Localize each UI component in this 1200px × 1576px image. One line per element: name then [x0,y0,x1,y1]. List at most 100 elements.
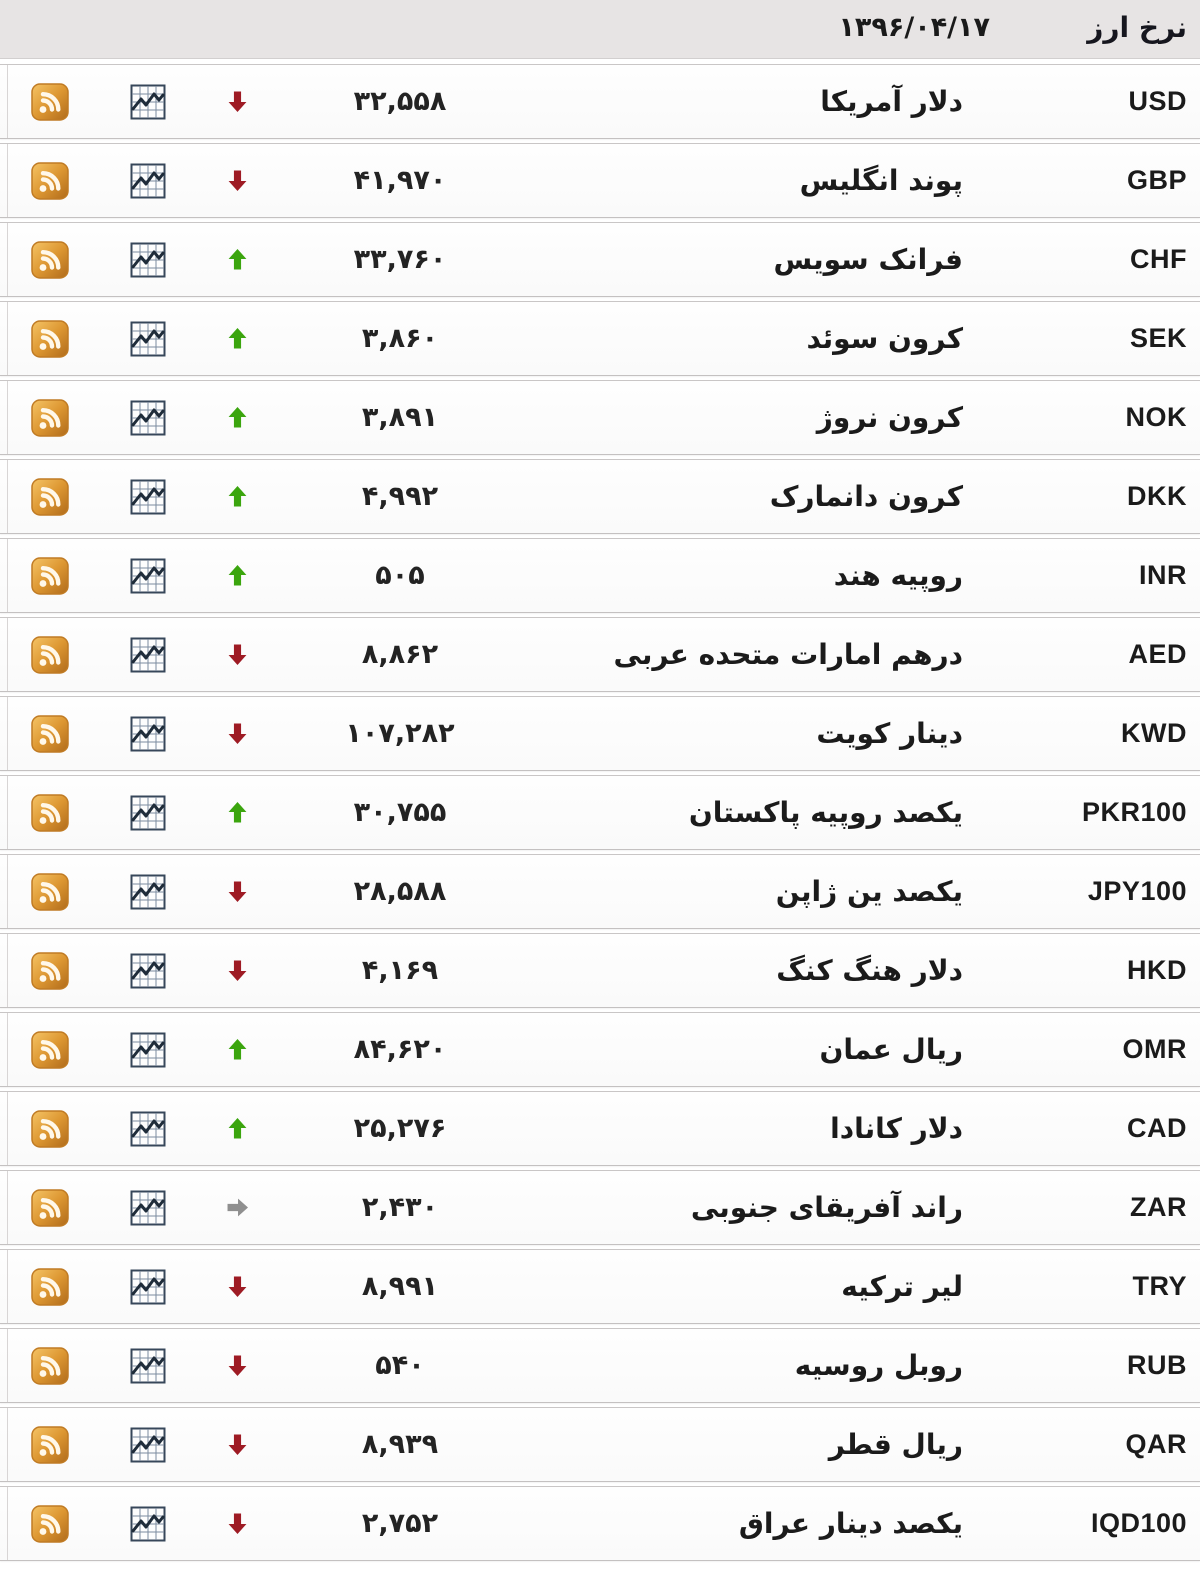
currency-code: CHF [1130,244,1187,274]
currency-name: یکصد ین ژاپن [775,875,963,908]
currency-row: SEK کرون سوئد ۳,۸۶۰ [0,301,1200,376]
chart-icon[interactable] [100,1348,195,1384]
chart-icon[interactable] [100,1190,195,1226]
currency-row: TRY لیر ترکیه ۸,۹۹۱ [0,1249,1200,1324]
currency-row: OMR ریال عمان ۸۴,۶۲۰ [0,1012,1200,1087]
currency-name: درهم امارات متحده عربی [613,638,963,671]
rss-icon[interactable] [0,714,100,753]
chart-icon[interactable] [100,242,195,278]
currency-code: JPY100 [1087,876,1187,906]
rss-icon[interactable] [0,1267,100,1306]
currency-code: AED [1128,639,1187,669]
rss-icon[interactable] [0,1346,100,1385]
rss-icon[interactable] [0,951,100,990]
currency-row: CHF فرانک سویس ۳۳,۷۶۰ [0,222,1200,297]
currency-rate: ۳۰,۷۵۵ [353,797,447,828]
rss-icon[interactable] [0,635,100,674]
chart-icon[interactable] [100,1269,195,1305]
currency-name: روبل روسیه [794,1349,963,1382]
currency-code: CAD [1127,1113,1187,1143]
rss-icon[interactable] [0,1504,100,1543]
rss-icon[interactable] [0,398,100,437]
rss-icon[interactable] [0,1425,100,1464]
rss-icon[interactable] [0,793,100,832]
currency-name: دلار کانادا [830,1112,963,1145]
currency-row: QAR ریال قطر ۸,۹۳۹ [0,1407,1200,1482]
rss-icon[interactable] [0,240,100,279]
currency-code: ZAR [1130,1192,1187,1222]
currency-name: لیر ترکیه [841,1270,963,1303]
trend-arrow-icon [195,91,280,112]
currency-rate: ۲۸,۵۸۸ [353,876,447,907]
currency-row: ZAR راند آفریقای جنوبی ۲,۴۳۰ [0,1170,1200,1245]
currency-name: دلار هنگ کنگ [776,954,963,987]
currency-code: PKR100 [1081,797,1187,827]
currency-rate: ۸,۹۹۱ [361,1271,439,1302]
currency-row: PKR100 یکصد روپیه پاکستان ۳۰,۷۵۵ [0,775,1200,850]
currency-row: INR روپیه هند ۵۰۵ [0,538,1200,613]
trend-arrow-icon [195,802,280,823]
rss-icon[interactable] [0,1188,100,1227]
chart-icon[interactable] [100,1032,195,1068]
chart-icon[interactable] [100,400,195,436]
rss-icon[interactable] [0,556,100,595]
chart-icon[interactable] [100,1111,195,1147]
currency-code: KWD [1121,718,1187,748]
trend-arrow-icon [195,1276,280,1297]
chart-icon[interactable] [100,558,195,594]
currency-row: HKD دلار هنگ کنگ ۴,۱۶۹ [0,933,1200,1008]
currency-name: دینار کویت [816,717,963,750]
currency-name: یکصد روپیه پاکستان [688,796,963,829]
currency-code: NOK [1125,402,1187,432]
currency-code: TRY [1132,1271,1187,1301]
currency-row: RUB روبل روسیه ۵۴۰ [0,1328,1200,1403]
currency-row: GBP پوند انگلیس ۴۱,۹۷۰ [0,143,1200,218]
trend-arrow-icon [195,1434,280,1455]
chart-icon[interactable] [100,874,195,910]
rss-icon[interactable] [0,161,100,200]
rss-icon[interactable] [0,82,100,121]
rss-icon[interactable] [0,477,100,516]
currency-name: کرون دانمارک [769,480,963,513]
rss-icon[interactable] [0,319,100,358]
page-title: نرخ ارز [1087,11,1187,44]
header-date: ۱۳۹۶/۰۴/۱۷ [838,12,990,43]
currency-name: کرون نروژ [816,401,963,434]
chart-icon[interactable] [100,479,195,515]
currency-name: فرانک سویس [773,243,963,276]
currency-row: USD دلار آمریکا ۳۲,۵۵۸ [0,64,1200,139]
currency-code: IQD100 [1090,1508,1187,1538]
trend-arrow-icon [195,1355,280,1376]
currency-name: ریال قطر [828,1428,963,1461]
trend-arrow-icon [195,565,280,586]
currency-code: OMR [1122,1034,1187,1064]
chart-icon[interactable] [100,1427,195,1463]
currency-rate: ۱۰۷,۲۸۲ [345,718,455,749]
trend-arrow-icon [195,723,280,744]
currency-rate: ۲,۴۳۰ [361,1192,439,1223]
rss-icon[interactable] [0,1030,100,1069]
currency-name: پوند انگلیس [799,164,963,197]
chart-icon[interactable] [100,163,195,199]
rss-icon[interactable] [0,872,100,911]
currency-code: DKK [1127,481,1187,511]
currency-name: یکصد دینار عراق [738,1507,963,1540]
currency-code: GBP [1126,165,1187,195]
currency-code: SEK [1129,323,1187,353]
currency-code: QAR [1125,1429,1187,1459]
chart-icon[interactable] [100,795,195,831]
currency-rate: ۴,۱۶۹ [361,955,439,986]
chart-icon[interactable] [100,321,195,357]
currency-code: INR [1139,560,1187,590]
chart-icon[interactable] [100,953,195,989]
currency-rate: ۲۵,۲۷۶ [353,1113,447,1144]
chart-icon[interactable] [100,637,195,673]
currency-rate: ۳,۸۶۰ [361,323,439,354]
chart-icon[interactable] [100,716,195,752]
rss-icon[interactable] [0,1109,100,1148]
chart-icon[interactable] [100,84,195,120]
chart-icon[interactable] [100,1506,195,1542]
currency-row: NOK کرون نروژ ۳,۸۹۱ [0,380,1200,455]
currency-code: USD [1128,86,1187,116]
currency-rate: ۵۴۰ [375,1350,425,1381]
